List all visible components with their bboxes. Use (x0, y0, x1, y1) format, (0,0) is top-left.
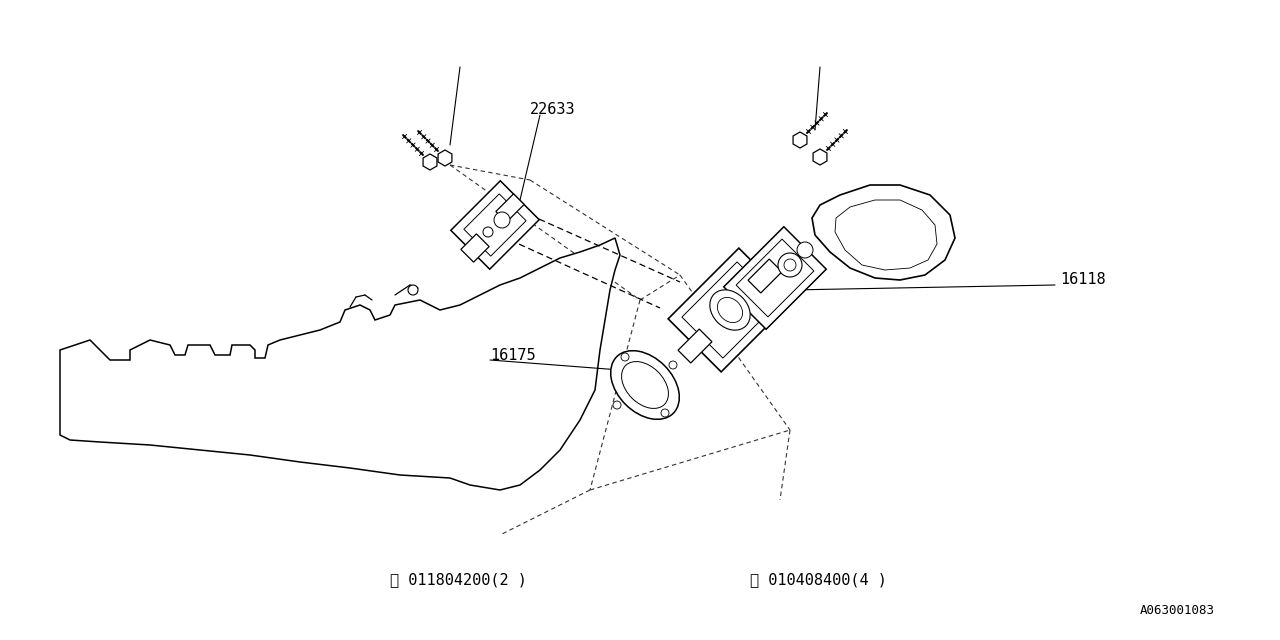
Polygon shape (438, 150, 452, 166)
Polygon shape (495, 194, 524, 222)
Ellipse shape (710, 290, 750, 330)
Circle shape (621, 353, 628, 361)
Polygon shape (668, 248, 792, 372)
Polygon shape (424, 154, 436, 170)
Circle shape (783, 259, 796, 271)
Text: 16175: 16175 (490, 348, 535, 362)
Polygon shape (451, 181, 539, 269)
Circle shape (778, 253, 803, 277)
Circle shape (669, 361, 677, 369)
Circle shape (797, 242, 813, 258)
Ellipse shape (622, 362, 668, 408)
Text: Ⓢ 011804200(2 ): Ⓢ 011804200(2 ) (390, 573, 527, 588)
Polygon shape (682, 262, 778, 358)
Text: Ⓑ 010408400(4 ): Ⓑ 010408400(4 ) (750, 573, 887, 588)
Ellipse shape (611, 351, 680, 419)
Ellipse shape (717, 298, 742, 323)
Circle shape (408, 285, 419, 295)
Circle shape (483, 227, 493, 237)
Polygon shape (794, 132, 806, 148)
Circle shape (660, 409, 669, 417)
Polygon shape (463, 194, 526, 256)
Polygon shape (723, 227, 827, 329)
Polygon shape (748, 259, 782, 293)
Polygon shape (812, 185, 955, 280)
Circle shape (613, 401, 621, 409)
Polygon shape (736, 239, 814, 317)
Polygon shape (60, 238, 620, 490)
Polygon shape (678, 329, 712, 363)
Polygon shape (813, 149, 827, 165)
Text: 22633: 22633 (530, 102, 576, 118)
Polygon shape (461, 234, 489, 262)
Text: A063001083: A063001083 (1140, 604, 1215, 616)
Circle shape (494, 212, 509, 228)
Text: 16118: 16118 (1060, 273, 1106, 287)
